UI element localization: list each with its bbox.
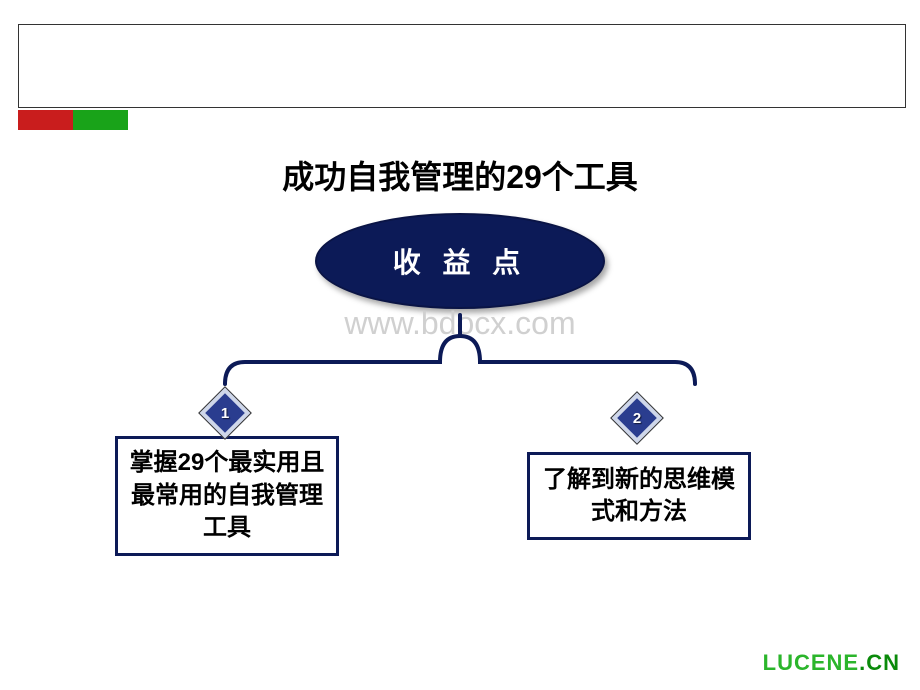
diamond-2: 2 bbox=[618, 399, 656, 437]
brace-path bbox=[225, 315, 695, 384]
diamond-1: 1 bbox=[206, 394, 244, 432]
diamond-2-number: 2 bbox=[618, 399, 656, 437]
brace-connector bbox=[0, 0, 920, 690]
diamond-1-number: 1 bbox=[206, 394, 244, 432]
